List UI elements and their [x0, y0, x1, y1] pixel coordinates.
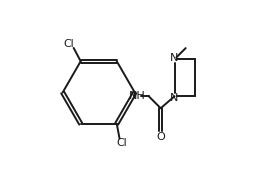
Text: N: N [170, 53, 178, 63]
Text: Cl: Cl [116, 138, 127, 148]
Text: NH: NH [129, 91, 146, 101]
Text: N: N [170, 93, 178, 103]
Text: Cl: Cl [63, 39, 74, 49]
Text: O: O [156, 132, 165, 142]
